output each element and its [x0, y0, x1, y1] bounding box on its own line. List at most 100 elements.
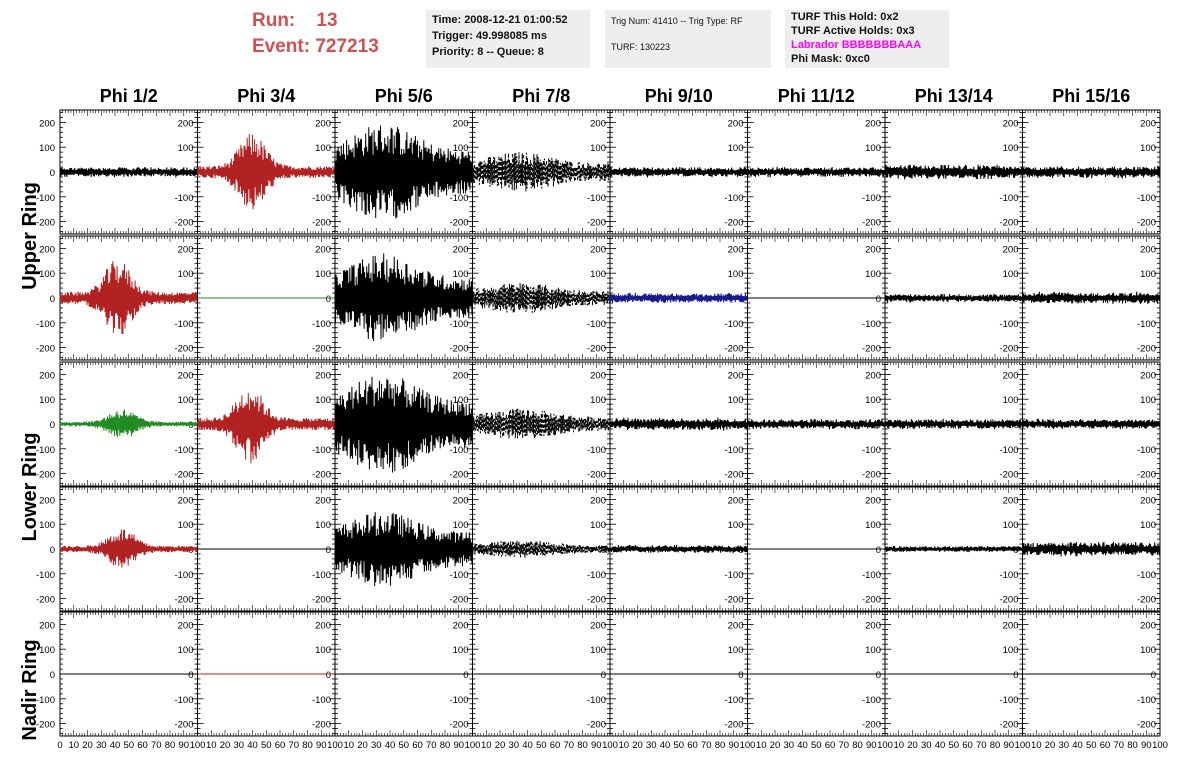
y-tick-label: 100	[865, 269, 881, 280]
y-tick-label: 200	[865, 244, 881, 255]
y-tick-label: -100	[724, 193, 743, 204]
x-tick-label: 20	[1045, 740, 1056, 751]
y-tick-label: 100	[1140, 520, 1156, 531]
x-tick-label: 60	[412, 740, 423, 751]
y-tick-label: -200	[1137, 470, 1156, 481]
y-tick-label-left: 200	[39, 620, 55, 631]
y-tick-label: -100	[312, 193, 331, 204]
y-tick-label: -100	[449, 319, 468, 330]
x-tick-label: 100	[877, 740, 893, 751]
y-tick-label: 100	[728, 269, 744, 280]
phi-header-7: Phi 13/14	[914, 86, 993, 106]
y-tick-label: -200	[312, 218, 331, 229]
y-tick-label: -200	[1137, 595, 1156, 606]
x-tick-label: 40	[522, 740, 533, 751]
y-tick-label: 200	[453, 370, 469, 381]
y-tick-label: 200	[865, 495, 881, 506]
x-tick-label: 80	[302, 740, 313, 751]
x-tick-label: 30	[233, 740, 244, 751]
y-tick-label: 0	[188, 420, 193, 431]
x-tick-label: 80	[440, 740, 451, 751]
x-tick-label: 20	[82, 740, 93, 751]
y-tick-label: 200	[728, 244, 744, 255]
y-tick-label: -100	[862, 319, 881, 330]
y-tick-label: 100	[1003, 520, 1019, 531]
y-tick-label: -200	[999, 720, 1018, 731]
x-tick-label: 60	[1100, 740, 1111, 751]
y-tick-label-left: 200	[39, 118, 55, 129]
y-tick-label: -200	[862, 720, 881, 731]
y-tick-label: -100	[449, 193, 468, 204]
y-tick-label: 200	[1140, 620, 1156, 631]
x-tick-label: 60	[687, 740, 698, 751]
y-tick-label: 100	[1140, 395, 1156, 406]
y-tick-label: 200	[1140, 495, 1156, 506]
waveform-trace-r0-c5	[747, 166, 886, 178]
y-tick-label: 100	[315, 143, 331, 154]
y-tick-label: -200	[999, 218, 1018, 229]
x-tick-label: 50	[123, 740, 134, 751]
y-tick-label: 200	[590, 118, 606, 129]
y-tick-label-left: -100	[36, 319, 55, 330]
y-tick-label: -200	[449, 470, 468, 481]
y-tick-label: 100	[453, 520, 469, 531]
y-tick-label: 100	[865, 645, 881, 656]
waveform-trace-r2-c3	[472, 408, 611, 439]
y-tick-label: -100	[449, 695, 468, 706]
y-tick-label: 0	[1151, 670, 1156, 681]
y-tick-label: 100	[453, 395, 469, 406]
event-row: Event: 727213	[252, 34, 379, 60]
y-tick-label: -200	[312, 595, 331, 606]
waveform-trace-r0-c4	[609, 166, 748, 178]
x-tick-label: 50	[673, 740, 684, 751]
x-tick-label: 60	[275, 740, 286, 751]
y-tick-label: -200	[724, 344, 743, 355]
y-tick-label: -200	[449, 595, 468, 606]
y-tick-label: -200	[449, 344, 468, 355]
x-tick-label: 40	[935, 740, 946, 751]
y-tick-label: -200	[862, 218, 881, 229]
y-tick-label: 200	[590, 620, 606, 631]
labrador-text: Labrador BBBBBBBAAA	[791, 39, 922, 51]
y-tick-label: -200	[999, 344, 1018, 355]
phi-header-8: Phi 15/16	[1052, 86, 1131, 106]
y-tick-label: -100	[174, 695, 193, 706]
x-tick-label: 0	[57, 740, 62, 751]
y-tick-label: -200	[724, 470, 743, 481]
y-tick-label: -100	[999, 319, 1018, 330]
y-tick-label-left: 0	[50, 670, 55, 681]
waveform-trace-r3-c0	[59, 529, 198, 568]
x-tick-label: 10	[618, 740, 629, 751]
y-tick-label: 100	[453, 269, 469, 280]
run-row: Run: 13	[252, 8, 379, 34]
y-tick-label-left: 100	[39, 143, 55, 154]
y-tick-label: 100	[865, 143, 881, 154]
y-tick-label: 200	[453, 244, 469, 255]
y-tick-label: 100	[1003, 143, 1019, 154]
waveform-trace-r1-c3	[472, 283, 611, 314]
x-tick-label: 80	[852, 740, 863, 751]
y-tick-label: 200	[1140, 370, 1156, 381]
y-tick-label: 200	[315, 620, 331, 631]
y-tick-label: -100	[999, 570, 1018, 581]
y-tick-label: -100	[724, 319, 743, 330]
x-tick-label: 60	[962, 740, 973, 751]
y-tick-label: 200	[1003, 118, 1019, 129]
x-tick-label: 40	[110, 740, 121, 751]
x-tick-label: 50	[261, 740, 272, 751]
x-tick-label: 40	[385, 740, 396, 751]
y-tick-label: -100	[999, 695, 1018, 706]
y-tick-label: -200	[312, 470, 331, 481]
y-tick-label: -200	[174, 218, 193, 229]
x-tick-label: 30	[508, 740, 519, 751]
y-tick-label: 200	[1003, 370, 1019, 381]
y-tick-label: -200	[174, 720, 193, 731]
waveform-trace-r2-c4	[609, 417, 748, 431]
turf-active-text: TURF Active Holds: 0x3	[791, 25, 915, 37]
y-tick-label: 100	[178, 143, 194, 154]
x-tick-label: 50	[948, 740, 959, 751]
y-tick-label: 200	[865, 620, 881, 631]
x-tick-label: 20	[495, 740, 506, 751]
x-tick-label: 100	[327, 740, 343, 751]
y-tick-label: 0	[876, 294, 881, 305]
